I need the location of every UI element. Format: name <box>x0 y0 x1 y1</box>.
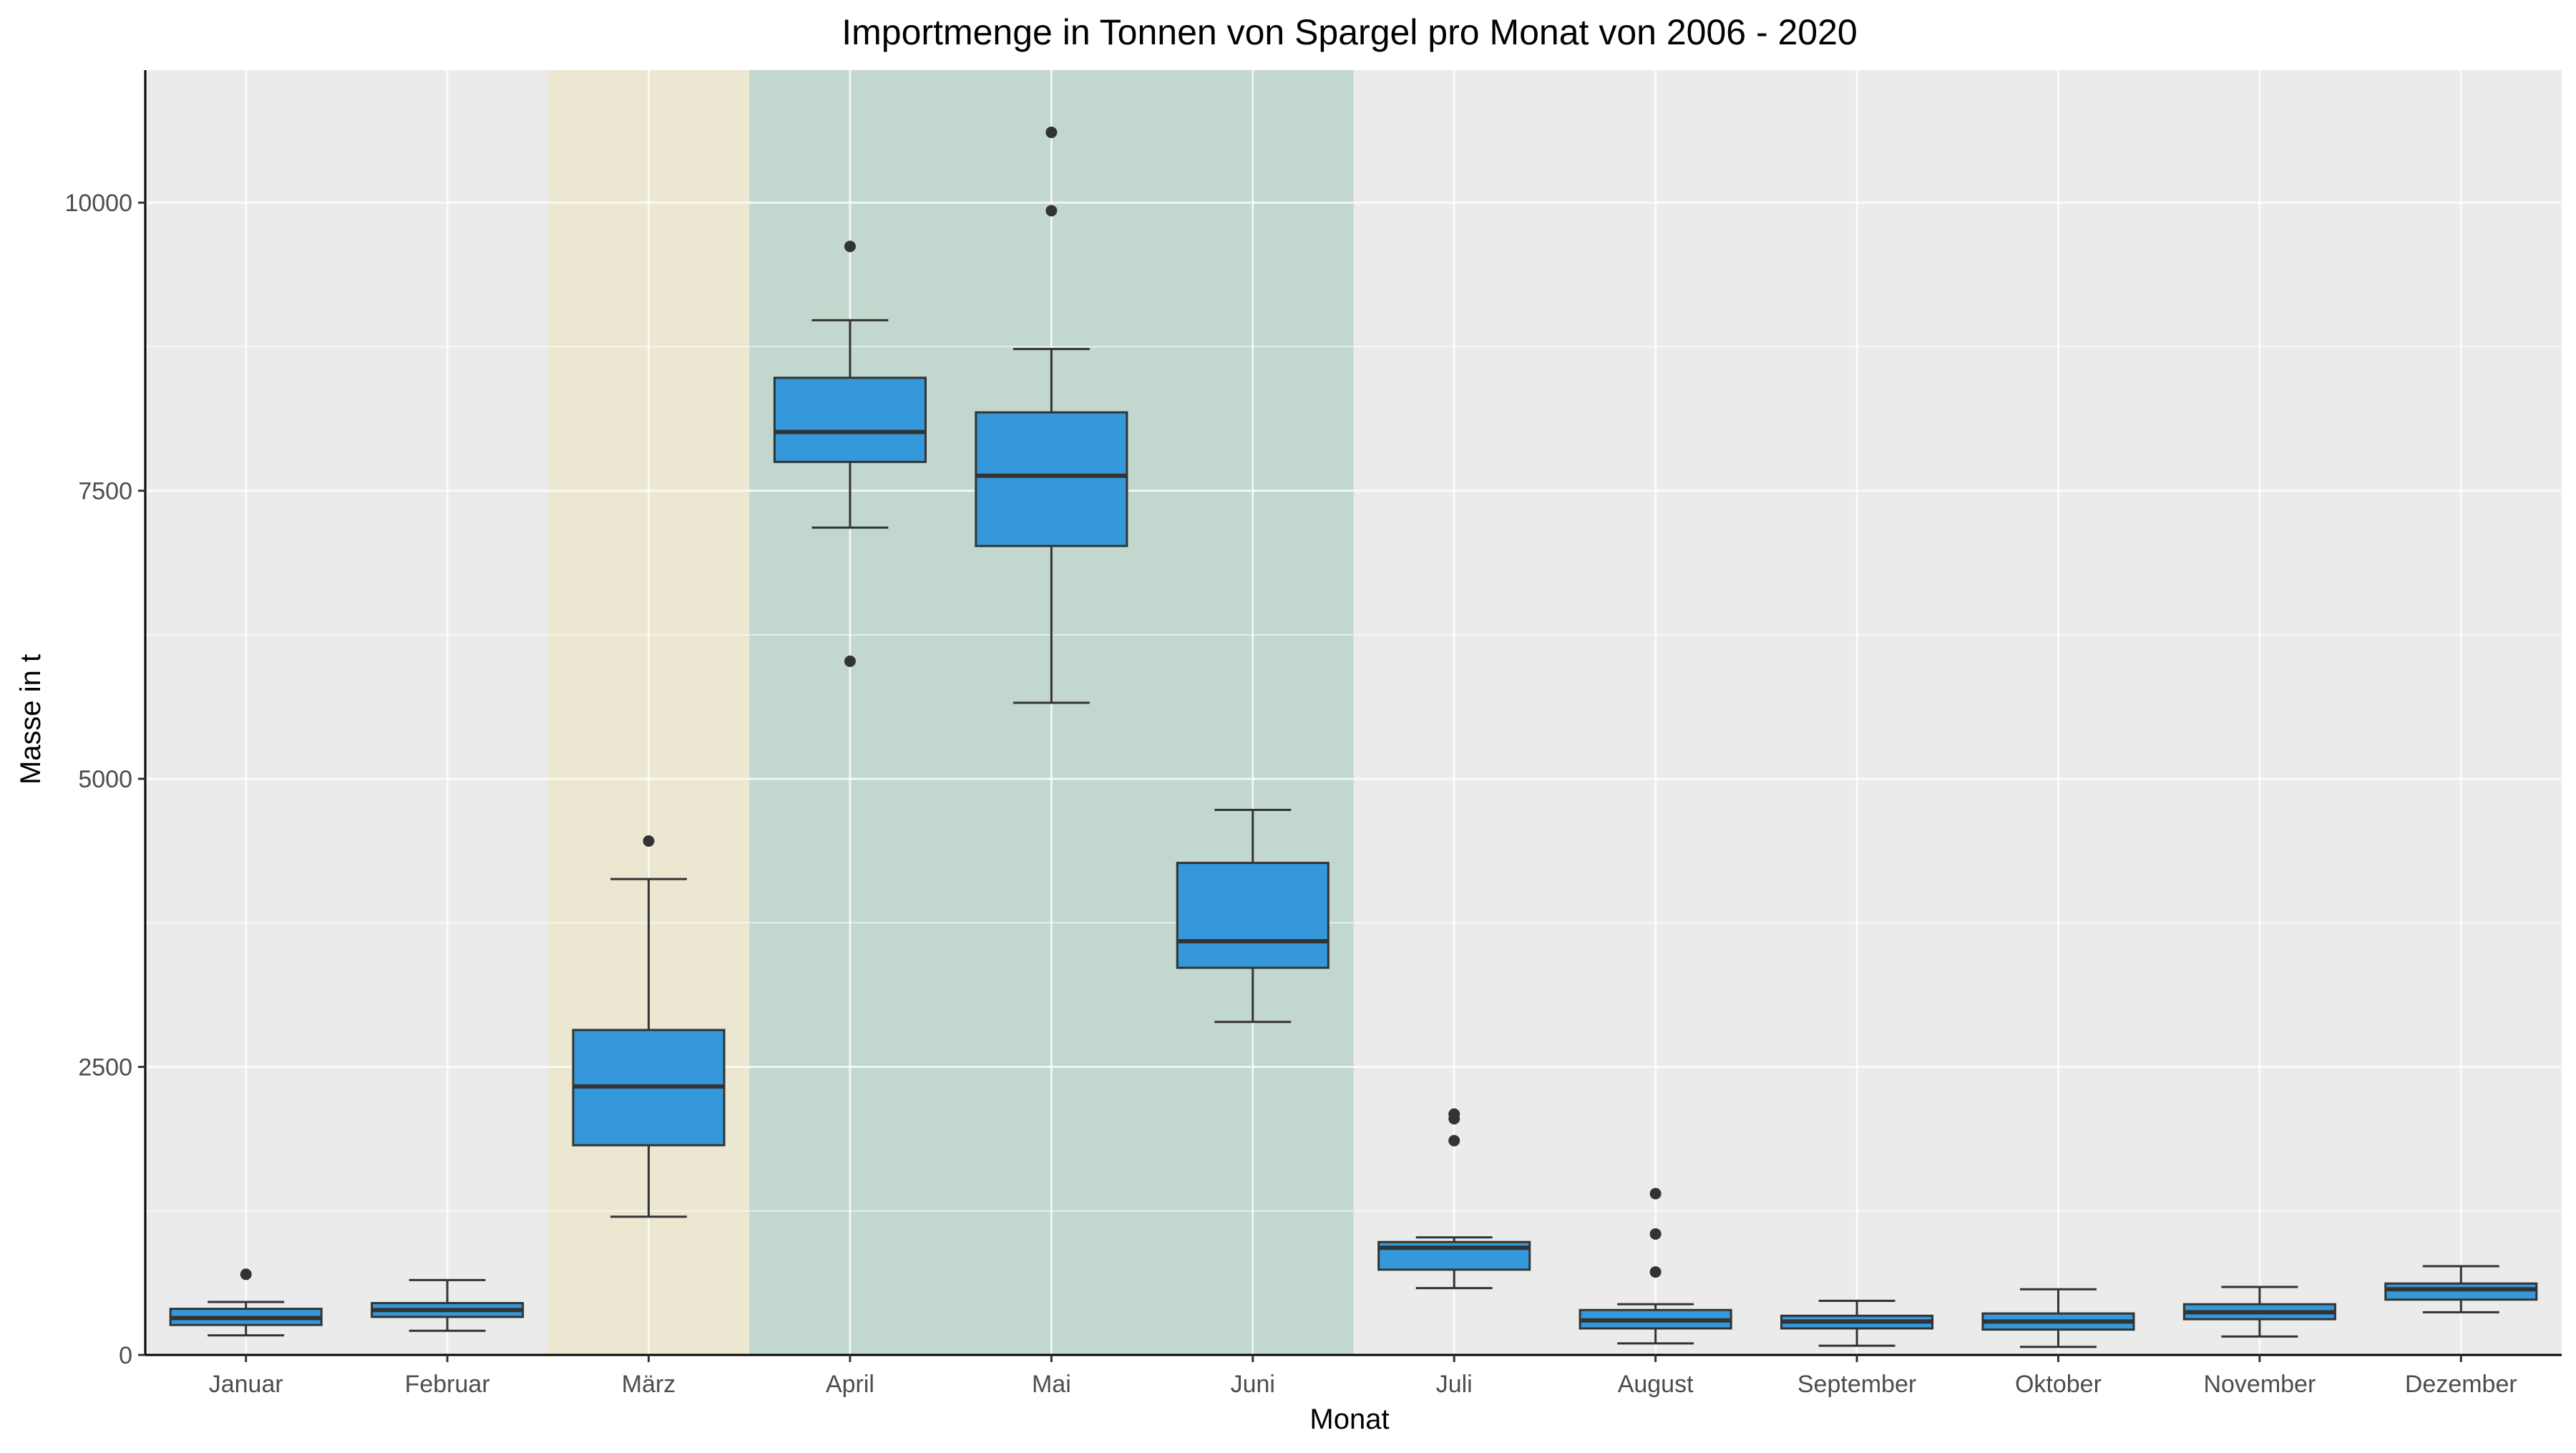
box-märz <box>572 835 726 1218</box>
outlier-point <box>844 240 856 253</box>
y-tick-label: 10000 <box>64 190 132 217</box>
x-tick-label: Februar <box>405 1371 490 1398</box>
x-tick-label: Juli <box>1436 1371 1473 1398</box>
outlier-point <box>1649 1187 1662 1200</box>
box-body <box>2384 1282 2538 1301</box>
y-tick-label: 2500 <box>78 1054 132 1082</box>
y-axis-title: Masse in t <box>15 654 47 784</box>
box-juli <box>1377 1108 1531 1290</box>
x-tick-label: August <box>1618 1371 1694 1398</box>
box-dezember <box>2384 1265 2538 1313</box>
outlier-point <box>1045 126 1058 138</box>
y-tick-label: 7500 <box>78 478 132 505</box>
box-body <box>773 376 927 463</box>
x-tick-label: Mai <box>1032 1371 1071 1398</box>
box-januar <box>169 1268 323 1337</box>
box-body <box>975 411 1128 548</box>
outlier-point <box>1448 1134 1460 1147</box>
outlier-point <box>1649 1228 1662 1240</box>
outlier-point <box>844 655 856 667</box>
x-tick-label: April <box>826 1371 874 1398</box>
box-body <box>1176 862 1330 969</box>
box-september <box>1780 1299 1934 1347</box>
box-juni <box>1176 809 1330 1024</box>
box-august <box>1579 1187 1732 1345</box>
x-tick-label: Juni <box>1231 1371 1275 1398</box>
outlier-point <box>643 835 655 847</box>
chart-title: Importmenge in Tonnen von Spargel pro Mo… <box>841 12 1857 52</box>
box-april <box>773 240 927 667</box>
box-mai <box>975 126 1128 704</box>
box-februar <box>371 1278 525 1332</box>
box-series <box>169 126 2538 1348</box>
x-tick-label: März <box>622 1371 676 1398</box>
x-axis-title: Monat <box>1309 1404 1389 1435</box>
outlier-point <box>1448 1112 1460 1124</box>
x-tick-label: Januar <box>209 1371 283 1398</box>
x-tick-label: November <box>2203 1371 2316 1398</box>
x-tick-label: Oktober <box>2015 1371 2102 1398</box>
y-tick-label: 0 <box>119 1342 132 1369</box>
y-tick-label: 5000 <box>78 766 132 793</box>
outlier-point <box>1649 1266 1662 1278</box>
box-november <box>2182 1286 2336 1338</box>
outlier-point <box>240 1268 252 1281</box>
box-oktober <box>1981 1288 2135 1348</box>
outlier-point <box>1045 205 1058 217</box>
x-tick-label: September <box>1797 1371 1916 1398</box>
axes: 0 2500 5000 7500 10000 Januar Februar März April… <box>64 70 2562 1398</box>
plot-panel <box>145 70 2562 1355</box>
x-tick-label: Dezember <box>2405 1371 2517 1398</box>
